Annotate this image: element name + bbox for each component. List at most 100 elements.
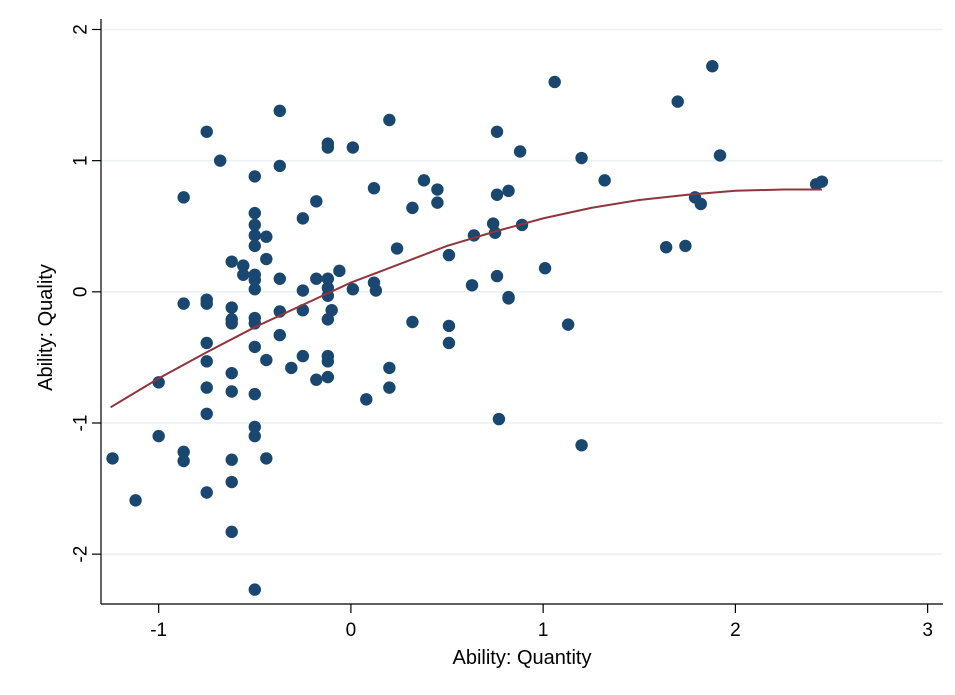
data-point	[713, 149, 727, 162]
data-point	[490, 269, 504, 283]
data-point	[679, 239, 692, 253]
data-point	[671, 95, 684, 108]
data-point	[177, 454, 190, 468]
data-point	[694, 197, 707, 211]
data-point	[383, 381, 396, 394]
data-point	[177, 297, 190, 310]
data-point	[321, 355, 335, 368]
data-point	[200, 381, 213, 394]
x-tick-label: 0	[346, 620, 357, 641]
data-point	[248, 206, 261, 220]
data-point	[360, 393, 373, 406]
data-point	[129, 494, 142, 507]
data-point	[200, 297, 213, 310]
data-point	[706, 60, 719, 73]
data-point	[248, 229, 261, 242]
data-point	[296, 284, 310, 297]
data-point	[248, 239, 261, 253]
data-point	[310, 195, 323, 208]
data-point	[248, 420, 261, 434]
data-point	[177, 191, 190, 204]
data-point	[561, 318, 575, 331]
data-point	[321, 141, 335, 154]
data-point	[575, 151, 588, 165]
x-axis-title: Ability: Quantity	[453, 647, 592, 669]
data-point	[598, 174, 611, 187]
data-point	[296, 349, 310, 363]
data-point	[538, 262, 552, 275]
data-point	[321, 272, 335, 285]
data-point	[273, 104, 286, 118]
data-point	[248, 387, 261, 401]
data-point	[548, 75, 561, 89]
data-point	[406, 201, 419, 215]
data-point	[815, 175, 829, 188]
x-tick-label: 2	[730, 620, 741, 641]
data-point	[177, 445, 190, 459]
y-tick-label: 0	[71, 287, 92, 298]
data-point	[367, 182, 381, 195]
data-point	[225, 301, 238, 314]
data-point	[490, 125, 504, 139]
data-point	[213, 154, 227, 167]
data-point	[296, 212, 310, 225]
data-point	[369, 284, 383, 297]
data-point	[200, 407, 213, 421]
data-point	[346, 283, 360, 296]
data-point	[659, 241, 673, 254]
gridlines	[101, 28, 943, 555]
data-point	[310, 272, 323, 285]
data-point	[390, 242, 404, 255]
data-point	[260, 230, 273, 243]
x-tick-label: 3	[922, 620, 933, 641]
data-point	[502, 184, 515, 198]
data-point	[383, 361, 396, 375]
data-point	[248, 218, 261, 232]
data-point	[237, 259, 250, 272]
data-point	[492, 412, 506, 426]
data-point	[273, 159, 286, 173]
x-tick-label: -1	[150, 620, 167, 641]
axis-ticks: -1 0 1 2 3 -2 -1 0 1 2	[71, 24, 933, 641]
data-point	[248, 273, 261, 287]
data-point	[431, 196, 444, 209]
y-tick-label: -1	[71, 415, 92, 432]
data-point	[346, 141, 360, 154]
x-tick-label: 1	[538, 620, 549, 641]
data-point	[225, 385, 238, 398]
data-point	[575, 439, 588, 452]
data-point	[260, 452, 273, 465]
data-point	[285, 361, 298, 375]
y-tick-label: 1	[71, 155, 92, 166]
data-point	[152, 429, 165, 443]
data-point	[442, 319, 456, 333]
data-point	[417, 174, 431, 187]
data-point	[200, 125, 213, 139]
data-point	[273, 328, 286, 342]
data-point	[225, 525, 238, 539]
data-point	[310, 373, 323, 386]
data-point	[225, 366, 238, 380]
data-point	[200, 336, 213, 350]
data-point	[333, 264, 346, 278]
data-point	[406, 315, 419, 329]
data-point	[383, 113, 396, 127]
data-point	[248, 583, 261, 596]
data-point	[248, 429, 261, 443]
data-point	[325, 303, 338, 317]
data-point	[106, 452, 119, 465]
y-tick-label: 2	[71, 24, 92, 35]
data-point	[273, 272, 286, 285]
data-point	[442, 336, 456, 350]
data-point	[225, 255, 238, 268]
data-point	[490, 188, 504, 201]
data-point	[260, 353, 273, 367]
data-point	[237, 268, 250, 281]
fit-line	[110, 188, 822, 409]
data-point	[513, 145, 527, 158]
data-point	[225, 475, 238, 489]
fit-curve-group	[110, 188, 822, 409]
